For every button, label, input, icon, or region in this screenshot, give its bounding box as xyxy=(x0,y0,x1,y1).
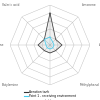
Polygon shape xyxy=(38,13,62,53)
Legend: Aeration tank, Point 1 - receiving environment: Aeration tank, Point 1 - receiving envir… xyxy=(24,90,76,98)
Polygon shape xyxy=(44,37,54,49)
